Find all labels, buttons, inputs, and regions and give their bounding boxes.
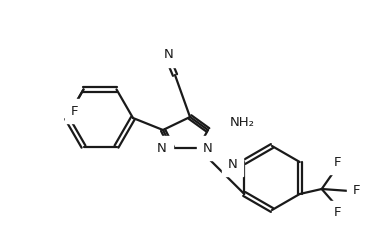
Text: F: F — [71, 105, 78, 118]
Text: N: N — [203, 141, 213, 155]
Text: F: F — [334, 207, 342, 220]
Text: F: F — [353, 185, 360, 197]
Text: N: N — [157, 141, 167, 155]
Text: NH₂: NH₂ — [230, 116, 255, 128]
Text: F: F — [334, 155, 342, 168]
Text: N: N — [228, 158, 237, 170]
Text: N: N — [164, 49, 174, 62]
